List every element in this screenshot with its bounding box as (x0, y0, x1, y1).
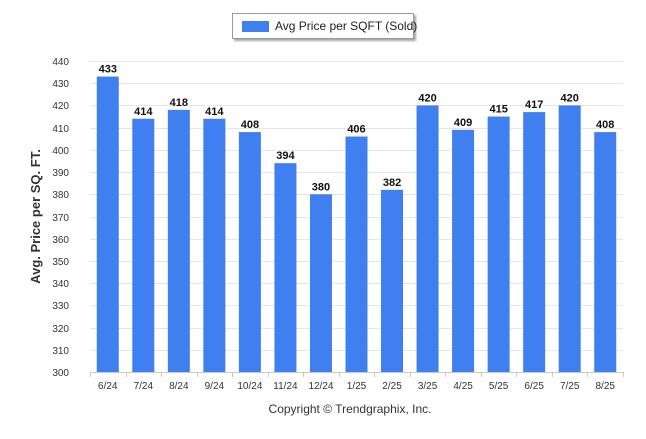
x-tick-label: 7/24 (134, 381, 154, 392)
legend-swatch (242, 21, 269, 32)
bar (452, 129, 475, 372)
data-label: 420 (418, 92, 436, 104)
y-tick-label: 310 (52, 346, 69, 357)
data-label: 382 (383, 177, 401, 189)
bar (167, 109, 190, 372)
y-tick-label: 390 (52, 168, 69, 179)
bar (345, 136, 368, 372)
y-tick-label: 430 (52, 79, 69, 90)
bar (487, 116, 510, 373)
data-label: 414 (134, 106, 153, 118)
y-tick-label: 340 (52, 279, 69, 290)
data-label: 415 (489, 104, 507, 116)
data-label: 408 (241, 119, 259, 131)
x-tick-label: 4/25 (453, 381, 473, 392)
bar (238, 132, 261, 372)
data-label: 406 (347, 124, 365, 136)
x-tick-label: 5/25 (489, 381, 509, 392)
bar (309, 194, 332, 372)
bar (274, 163, 297, 372)
y-tick-label: 320 (52, 324, 69, 335)
copyright-text: Copyright © Trendgraphix, Inc. (268, 402, 432, 416)
data-label: 408 (596, 119, 614, 131)
data-label: 409 (454, 117, 472, 129)
bar (381, 189, 404, 372)
x-tick-label: 11/24 (273, 381, 298, 392)
x-tick-label: 8/25 (595, 381, 615, 392)
x-tick-label: 2/25 (382, 381, 402, 392)
bar (594, 132, 617, 372)
y-tick-label: 330 (52, 301, 69, 312)
data-label: 417 (525, 99, 543, 111)
x-tick-label: 6/24 (98, 381, 118, 392)
bar (132, 118, 155, 372)
data-label: 420 (561, 92, 579, 104)
y-tick-label: 440 (52, 57, 69, 68)
x-tick-label: 9/24 (205, 381, 225, 392)
bar (558, 105, 581, 372)
bar (416, 105, 439, 372)
data-label: 414 (205, 106, 224, 118)
data-label: 380 (312, 181, 330, 193)
y-tick-label: 380 (52, 190, 69, 201)
x-tick-label: 12/24 (308, 381, 333, 392)
data-label: 418 (170, 97, 188, 109)
y-tick-label: 300 (52, 368, 69, 379)
bar (523, 112, 546, 372)
x-tick-label: 3/25 (418, 381, 438, 392)
y-tick-label: 350 (52, 257, 69, 268)
x-tick-label: 10/24 (237, 381, 262, 392)
y-tick-label: 410 (52, 124, 69, 135)
x-tick-label: 7/25 (560, 381, 580, 392)
bar (203, 118, 226, 372)
y-tick-label: 420 (52, 101, 69, 112)
legend-label: Avg Price per SQFT (Sold) (275, 19, 418, 33)
y-tick-label: 400 (52, 146, 69, 157)
legend[interactable]: Avg Price per SQFT (Sold) (232, 13, 418, 39)
y-tick-label: 360 (52, 235, 69, 246)
bar (96, 76, 119, 373)
data-label: 433 (99, 64, 117, 76)
x-tick-label: 8/24 (169, 381, 189, 392)
y-tick-label: 370 (52, 213, 69, 224)
x-tick-label: 6/25 (524, 381, 544, 392)
y-axis-title: Avg. Price per SQ. FT. (28, 149, 43, 284)
data-label: 394 (276, 150, 295, 162)
x-tick-label: 1/25 (347, 381, 367, 392)
